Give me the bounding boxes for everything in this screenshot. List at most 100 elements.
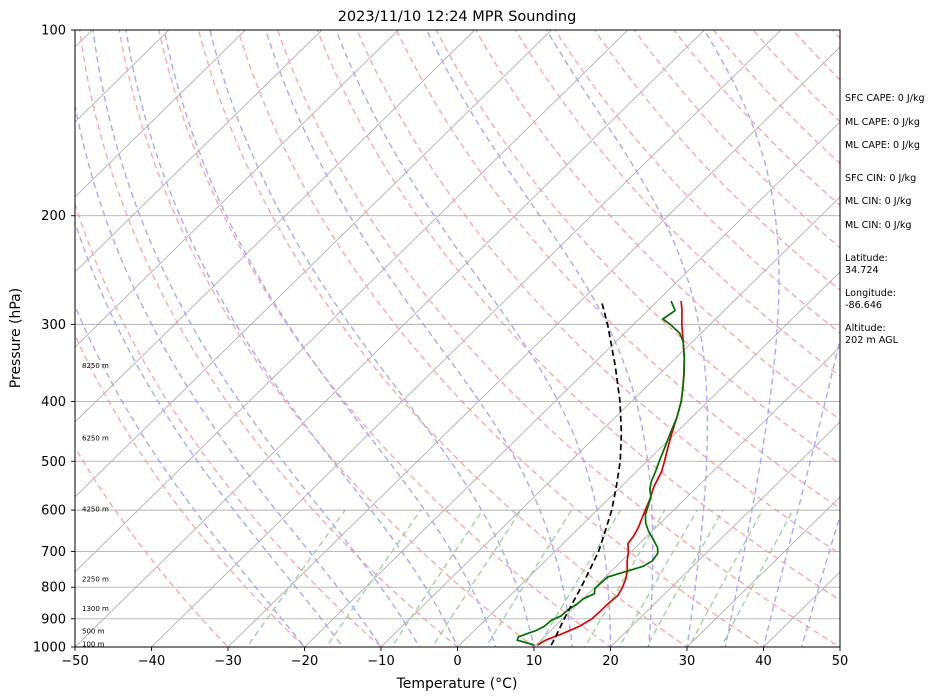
stat-line: Latitude:: [845, 253, 888, 264]
height-label: 100 m: [82, 640, 105, 648]
y-tick-label: 400: [41, 395, 66, 410]
moist-adiabat-line: [703, 30, 780, 647]
isotherm-line: [75, 30, 323, 273]
dry-adiabat-line: [514, 30, 840, 377]
x-axis-label: Temperature (°C): [396, 676, 518, 692]
mixing-ratio-line: [431, 509, 522, 647]
mixing-ratio-line: [720, 509, 794, 647]
moist-adiabat-line: [75, 101, 382, 647]
moist-adiabat-line: [92, 30, 421, 647]
y-tick-label: 1000: [33, 641, 66, 656]
pressure-gridlines: [75, 215, 840, 620]
isotherm-line: [380, 196, 840, 647]
y-tick-label: 700: [41, 545, 66, 560]
x-tick-label: 10: [526, 654, 543, 669]
dry-adiabat-line: [276, 30, 840, 647]
moist-adiabat-line: [265, 30, 574, 647]
isotherm-line: [533, 346, 840, 647]
mixing-ratio-line: [618, 509, 698, 647]
height-label: 500 m: [82, 627, 105, 635]
stat-line: ML CAPE: 0 J/kg: [845, 117, 920, 128]
x-tick-label: −40: [138, 654, 165, 669]
isotherm-line: [686, 496, 840, 647]
y-tick-label: 800: [41, 581, 66, 596]
background-lines: [75, 30, 840, 647]
stat-line: Altitude:: [845, 323, 886, 334]
mixing-ratio-line: [485, 509, 573, 647]
chart-title: 2023/11/10 12:24 MPR Sounding: [338, 9, 577, 25]
height-label: 8250 m: [82, 362, 109, 370]
dry-adiabat-line: [158, 30, 612, 647]
y-tick-label: 600: [41, 504, 66, 519]
x-tick-label: −10: [367, 654, 394, 669]
x-tick-label: 0: [453, 654, 461, 669]
y-tick-label: 500: [41, 455, 66, 470]
mixing-ratio-line: [688, 509, 764, 647]
height-label: 1300 m: [82, 605, 109, 613]
x-tick-label: −50: [61, 654, 88, 669]
parcel-profile: [550, 300, 623, 646]
sounding-stats: SFC CAPE: 0 J/kg ML CAPE: 0 J/kg ML CAPE: …: [845, 93, 925, 346]
stat-line: Longitude:: [845, 288, 896, 299]
x-tick-label: −20: [291, 654, 318, 669]
y-axis: 100 200 300 400 500 600 700 800 900 1000: [33, 24, 75, 656]
isotherm-line: [75, 30, 552, 498]
isotherm-line: [150, 30, 782, 647]
height-label: 4250 m: [82, 505, 109, 513]
isotherm-line: [75, 30, 170, 123]
stat-line: ML CIN: 0 J/kg: [845, 196, 912, 207]
x-tick-label: −30: [214, 654, 241, 669]
y-axis-label: Pressure (hPa): [8, 288, 24, 388]
mixing-ratio-line: [390, 509, 484, 647]
dry-adiabat-line: [316, 30, 840, 601]
stat-line: 202 m AGL: [845, 335, 899, 346]
moist-adiabat-line: [801, 513, 840, 647]
x-tick-label: 20: [602, 654, 619, 669]
isotherm-line: [75, 30, 705, 647]
x-tick-label: 50: [832, 654, 849, 669]
isotherm-line: [75, 30, 476, 423]
height-label: 6250 m: [82, 434, 109, 442]
dry-adiabat-line: [197, 30, 689, 647]
isotherm-line: [75, 30, 246, 198]
isotherm-line: [75, 30, 629, 573]
mixing-ratio-line: [645, 509, 724, 647]
mixing-ratio-line: [325, 509, 422, 647]
moist-adiabat-line: [125, 30, 459, 647]
height-label: 2250 m: [82, 576, 109, 584]
y-tick-label: 100: [41, 24, 66, 39]
dry-adiabat-line: [356, 30, 840, 555]
moist-adiabat-line: [762, 335, 840, 647]
mixing-ratio-line: [537, 509, 622, 647]
height-labels: 100 m 500 m 1300 m 2250 m 4250 m 6250 m 8250 m: [82, 362, 109, 648]
mixing-ratio-line: [583, 509, 666, 647]
moist-adiabat-line: [545, 30, 709, 647]
y-tick-label: 200: [41, 209, 66, 224]
isotherm-line: [456, 271, 840, 647]
stat-line: SFC CIN: 0 J/kg: [845, 173, 916, 184]
mixing-ratio-line: [246, 509, 346, 647]
stat-line: -86.646: [845, 300, 882, 311]
dry-adiabat-line: [395, 30, 840, 510]
x-tick-label: 40: [755, 654, 772, 669]
stat-line: SFC CAPE: 0 J/kg: [845, 93, 925, 104]
dry-adiabat-line: [75, 333, 306, 647]
stat-line: 34.724: [845, 265, 879, 276]
y-tick-label: 900: [41, 612, 66, 627]
dewpoint-profile: [516, 300, 686, 646]
dry-adiabat-line: [75, 445, 229, 647]
moist-adiabat-line: [335, 30, 612, 647]
isotherm-line: [75, 30, 399, 348]
profile-lines: [516, 300, 686, 646]
x-axis: −50 −40 −30 −20 −10 0 10 20 30 40 50: [61, 647, 848, 669]
isotherm-line: [303, 121, 840, 647]
y-tick-label: 300: [41, 318, 66, 333]
moist-adiabat-line: [163, 30, 497, 647]
dry-adiabat-line: [435, 30, 840, 465]
dry-adiabat-line: [475, 30, 840, 421]
x-tick-label: 30: [679, 654, 696, 669]
stat-line: ML CAPE: 0 J/kg: [845, 140, 920, 151]
dry-adiabat-line: [237, 30, 765, 647]
dry-adiabat-line: [118, 30, 536, 647]
